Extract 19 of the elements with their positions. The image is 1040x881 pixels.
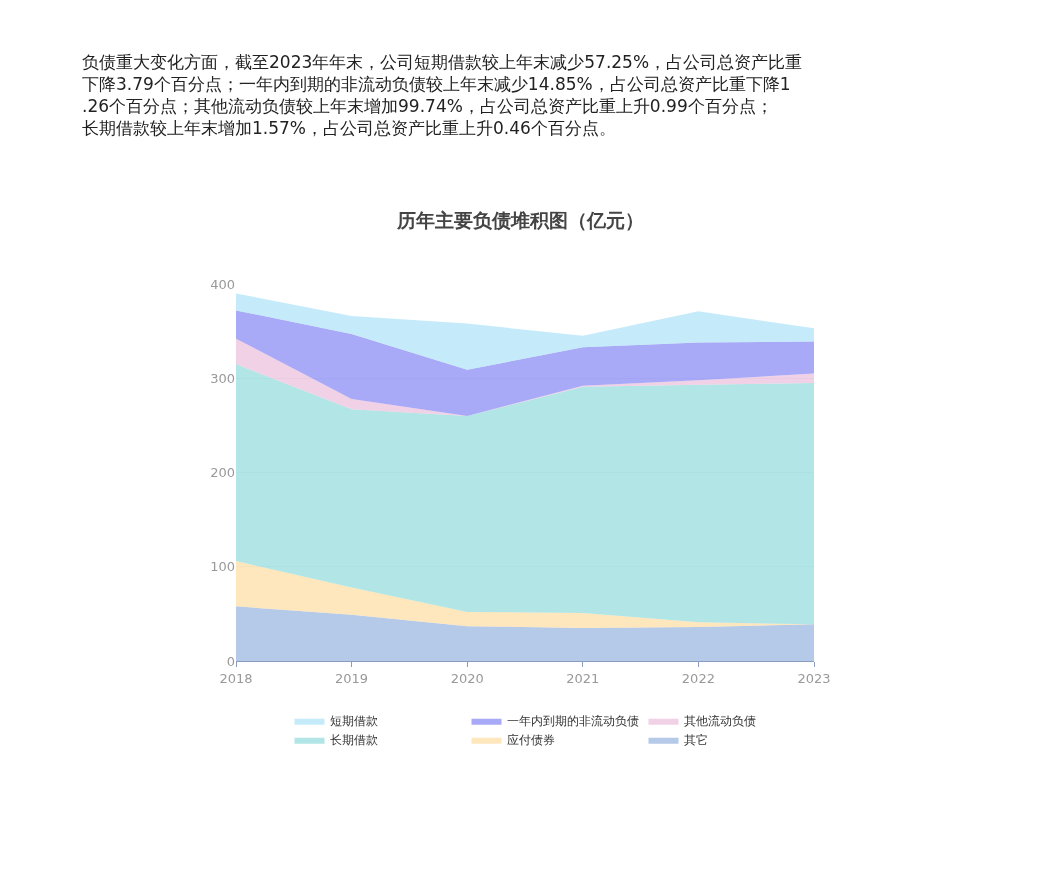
legend-label: 应付债券 — [506, 733, 555, 748]
legend-label: 一年内到期的非流动负债 — [506, 714, 639, 729]
x-tick-label: 2018 — [219, 670, 253, 686]
y-tick-label: 200 — [210, 465, 235, 481]
x-tick-label: 2019 — [335, 670, 369, 686]
chart-title: 历年主要负债堆积图（亿元） — [395, 208, 644, 231]
y-tick-label: 0 — [226, 653, 235, 669]
x-tick-label: 2023 — [797, 670, 831, 686]
legend-label: 短期借款 — [329, 714, 378, 729]
legend-label: 其它 — [683, 733, 708, 748]
legend-label: 长期借款 — [329, 733, 378, 748]
x-tick-label: 2021 — [566, 670, 600, 686]
legend-label: 其他流动负债 — [683, 714, 756, 729]
chart-subtitle: 负债重大变化方面，截至2023年年末，公司短期借款较上年末减少57.25%，占公司总资产比重下降3.79个百分点；一年内到期的非流动负债较上年末减少14.85%，占公司总资产比重下降1.26个百分点；其他流动负债较上年末增加99.74%，占公司总资产比重上升0.99个百分点；长期借款较上年末增加1.57%，占公司总资产比重上升0.46个百分点。 — [82, 52, 803, 139]
y-tick-label: 100 — [210, 559, 235, 575]
y-tick-label: 300 — [210, 370, 235, 386]
y-tick-label: 400 — [210, 276, 235, 292]
x-tick-label: 2022 — [681, 670, 715, 686]
x-tick-label: 2020 — [450, 670, 484, 686]
